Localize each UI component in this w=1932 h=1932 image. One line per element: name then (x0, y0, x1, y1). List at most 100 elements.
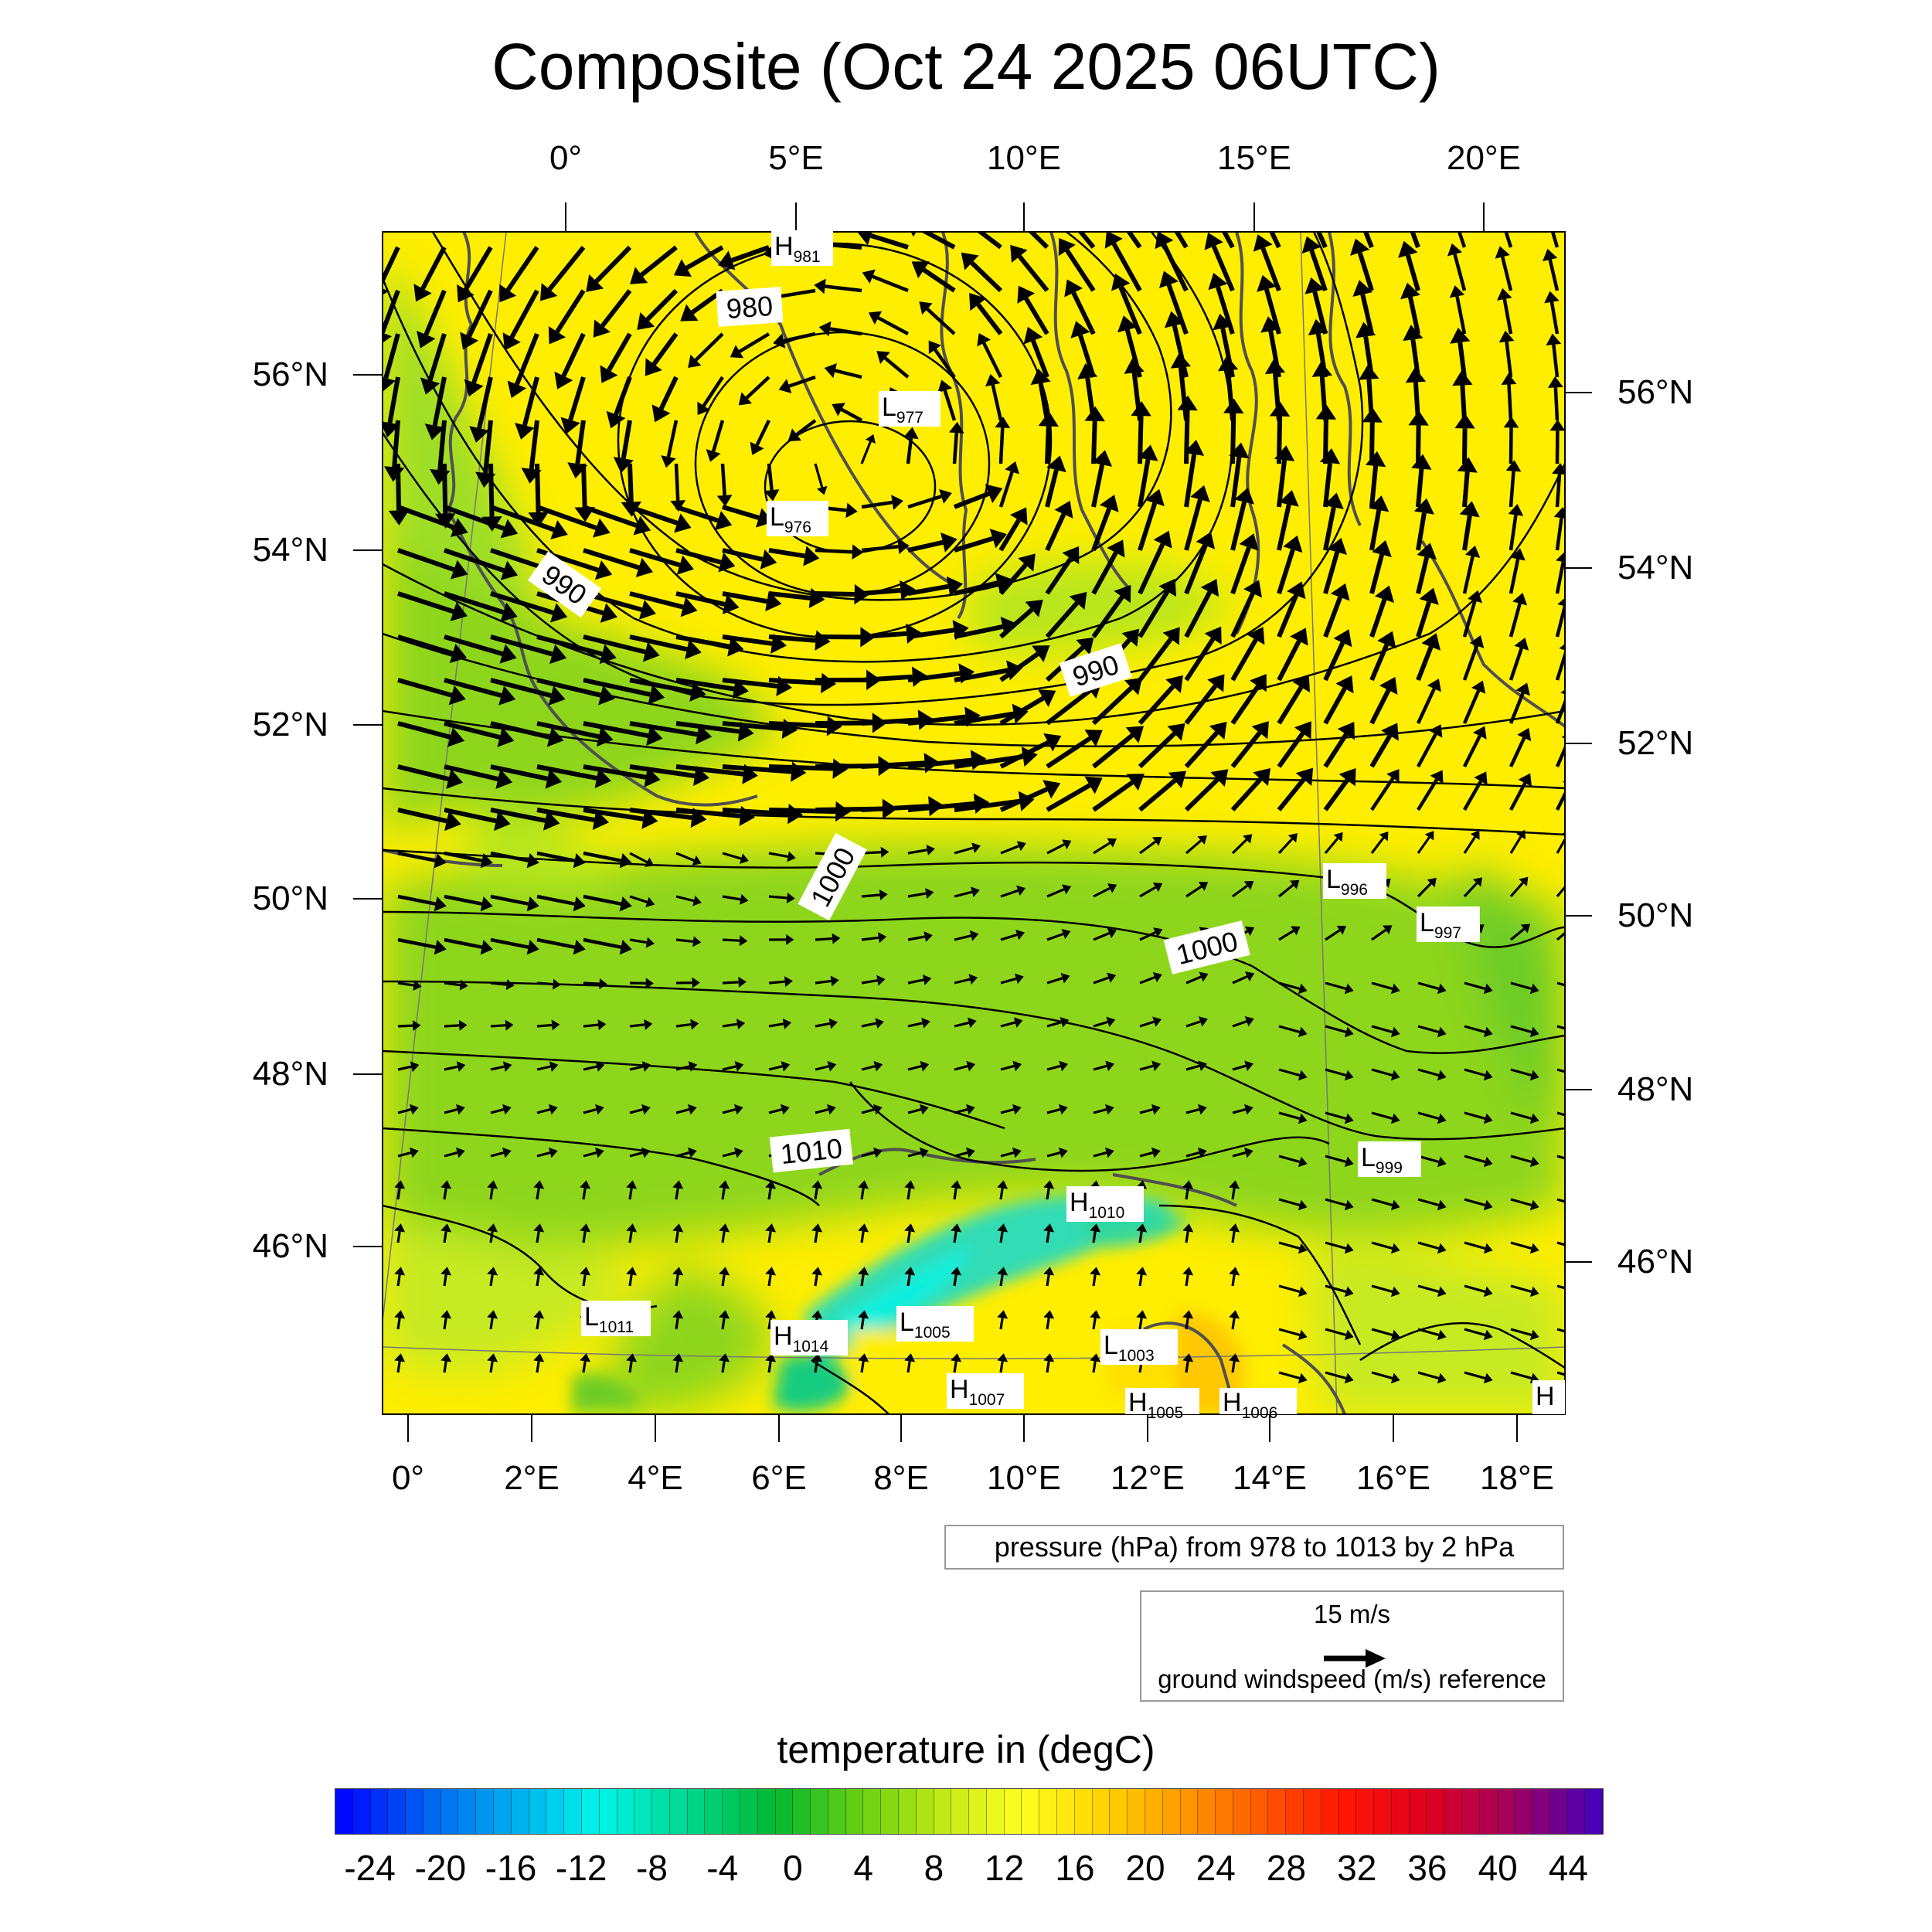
wind-arrow-head (722, 594, 740, 614)
wind-arrow-head (573, 853, 586, 869)
wind-arrow-head (1510, 548, 1526, 561)
colorbar-cell (740, 1789, 758, 1834)
wind-arrow-head (645, 978, 654, 989)
svg-text:L999: L999 (1361, 1143, 1403, 1177)
wind-arrow-head (383, 288, 389, 295)
wind-arrow-shaft (768, 1022, 784, 1028)
wind-arrow-head (1556, 551, 1565, 563)
lon-label-bottom: 12°E (1111, 1459, 1185, 1497)
wind-arrow-head (692, 855, 702, 866)
wind-arrow-shaft (1093, 1108, 1107, 1114)
wind-arrow-head (630, 267, 648, 284)
wind-arrow-head (1323, 492, 1344, 509)
wind-arrow-shaft (1277, 460, 1287, 508)
wind-arrow-shaft (1138, 778, 1177, 812)
wind-arrow-head (1390, 1243, 1400, 1254)
wind-arrow-head (760, 549, 777, 570)
wind-arrow-shaft (1460, 385, 1467, 421)
wind-arrow-shaft (999, 787, 1048, 812)
wind-reference-legend: 15 m/s ground windspeed (m/s) reference (1140, 1590, 1564, 1702)
wind-arrow-shaft (1231, 1318, 1236, 1330)
wind-arrow-head (937, 379, 953, 393)
wind-arrow-head (1104, 232, 1123, 249)
wind-arrow-shaft (397, 634, 454, 656)
wind-arrow-head (451, 518, 468, 538)
wind-arrow-shaft (490, 1151, 505, 1158)
wind-arrow-head (1386, 769, 1400, 783)
wind-arrow-shaft (722, 548, 764, 562)
wind-arrow-shaft (907, 671, 961, 682)
lon-label-top: 0° (549, 139, 583, 177)
wind-arrow-head (1062, 839, 1072, 849)
wind-arrow-head (730, 345, 744, 359)
wind-arrow-head (533, 1223, 545, 1233)
wind-arrow-head (1518, 773, 1532, 787)
wind-arrow-shaft (907, 978, 924, 985)
wind-arrow-shaft (999, 607, 1034, 639)
wind-arrow-head (876, 351, 890, 364)
wind-arrow-shaft (1417, 1025, 1440, 1033)
wind-arrow-head (1495, 246, 1510, 259)
wind-arrow-shaft (1555, 697, 1565, 724)
pressure-center-label: H1007 (947, 1373, 1024, 1409)
wind-arrow-shaft (396, 1318, 401, 1330)
colorbar-cell (1145, 1789, 1163, 1834)
wind-arrow-shaft (1371, 981, 1393, 990)
wind-arrow-shaft (1046, 1231, 1050, 1243)
wind-reference-magnitude: 15 m/s (1313, 1600, 1391, 1628)
wind-arrow-head (1012, 1060, 1022, 1072)
wind-arrow-head (1515, 682, 1530, 696)
wind-arrow-head (1243, 880, 1254, 890)
wind-arrow-shaft (443, 1361, 447, 1373)
wind-arrow-head (696, 724, 713, 745)
wind-arrow-shaft (1046, 977, 1063, 985)
wind-arrow-head (1344, 1156, 1354, 1168)
svg-text:L977: L977 (882, 393, 923, 427)
colorbar-cell (1268, 1789, 1287, 1834)
wind-arrow-shaft (1325, 1068, 1347, 1077)
wind-arrow-head (626, 1180, 638, 1189)
wind-arrow-head (1472, 877, 1483, 887)
wind-arrow-head (828, 1018, 838, 1029)
wind-arrow-shaft (522, 376, 539, 427)
wind-arrow-shaft (420, 246, 447, 290)
wind-arrow-shaft (675, 1151, 690, 1158)
wind-arrow-shaft (861, 717, 919, 726)
wind-arrow-head (1077, 363, 1098, 379)
wind-arrow-shaft (397, 808, 447, 824)
wind-arrow-shaft (1185, 885, 1202, 898)
wind-arrow-head (412, 1020, 421, 1032)
wind-arrow-shaft (582, 1361, 587, 1373)
wind-arrow-shaft (1277, 883, 1294, 898)
wind-arrow-shaft (722, 1108, 736, 1114)
wind-arrow-head (1003, 204, 1021, 222)
wind-arrow-head (1291, 926, 1301, 936)
wind-arrow-head (736, 1019, 746, 1030)
wind-arrow-head (1464, 545, 1481, 559)
wind-arrow-head (787, 851, 796, 862)
wind-arrow-shaft (1464, 1284, 1486, 1293)
wind-arrow-head (872, 1104, 883, 1115)
wind-arrow-head (1390, 1113, 1400, 1124)
wind-arrow-shaft (607, 332, 632, 372)
wind-arrow-head (1493, 204, 1508, 217)
wind-arrow-head (500, 602, 518, 622)
wind-arrow-shaft (1371, 928, 1387, 941)
wind-arrow-shaft (1549, 301, 1560, 335)
wind-arrow-shaft (722, 808, 789, 817)
colorbar-cell (845, 1789, 864, 1834)
wind-arrow-head (1043, 1310, 1055, 1319)
wind-arrow-shaft (444, 634, 504, 657)
wind-arrow-shaft (907, 801, 975, 812)
wind-arrow-head (1023, 326, 1043, 345)
wind-arrow-shaft (1185, 975, 1202, 985)
wind-arrow-head (1025, 600, 1043, 617)
wind-arrow-shaft (768, 852, 788, 858)
wind-arrow-head (1437, 983, 1447, 995)
wind-arrow-head (1344, 1329, 1354, 1341)
wind-arrow-head (1529, 1156, 1539, 1168)
wind-arrow-head (900, 580, 916, 601)
colorbar-cell (934, 1789, 952, 1834)
wind-arrow-shaft (1369, 644, 1389, 682)
wind-arrow-head (597, 726, 614, 747)
